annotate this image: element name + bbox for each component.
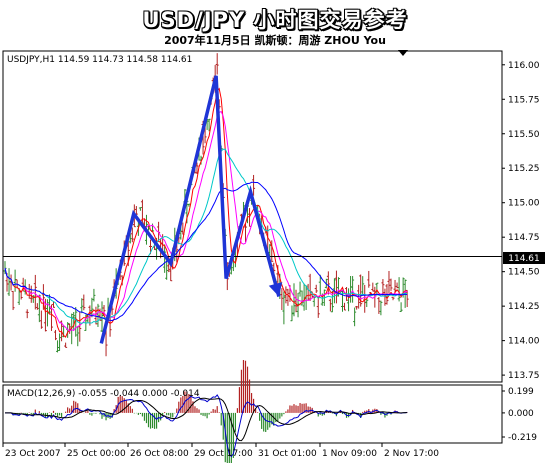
y-tick-label: 114.75 <box>508 233 540 243</box>
macd-histogram <box>12 360 408 463</box>
chart-subtitle: 2007年11月5日 凯斯顿：周游 ZHOU You <box>164 34 386 47</box>
macd-tick-label: 0.199 <box>508 387 534 397</box>
y-tick-label: 116.00 <box>508 61 540 71</box>
macd-tick-label: 0.000 <box>508 409 534 419</box>
x-tick-label: 23 Oct 2007 <box>5 449 61 459</box>
macd-line <box>5 394 408 458</box>
price-axis: 116.00 115.75 115.50 115.25 115.00 114.75 114.… <box>502 61 540 381</box>
moving-average-line <box>4 181 408 322</box>
y-tick-label: 114.25 <box>508 302 540 312</box>
macd-axis: 0.199 0.000 -0.219 <box>502 387 537 443</box>
y-tick-label: 115.25 <box>508 164 540 174</box>
moving-average-line <box>4 110 408 332</box>
trend-arrow-path <box>99 75 281 344</box>
x-tick-label: 25 Oct 00:00 <box>67 449 126 459</box>
y-tick-label: 115.00 <box>508 199 540 209</box>
y-tick-label: 113.75 <box>508 371 540 381</box>
price-panel <box>2 50 503 383</box>
price-bars <box>3 53 409 357</box>
x-tick-label: 29 Oct 17:00 <box>194 449 253 459</box>
y-tick-label: 114.50 <box>508 268 540 278</box>
macd-tick-label: -0.219 <box>508 433 537 443</box>
x-tick-label: 1 Nov 09:00 <box>322 449 377 459</box>
signal-line <box>5 397 408 442</box>
x-tick-label: 31 Oct 01:00 <box>258 449 317 459</box>
chart-title: USD/JPY 小时图交易参考 <box>142 8 408 32</box>
x-tick-label: 26 Oct 08:00 <box>130 449 189 459</box>
macd-lines <box>5 394 408 458</box>
trend-arrow-head <box>268 282 283 297</box>
macd-label: MACD(12,26,9) -0.055 -0.044 0.000 -0.014 <box>7 389 200 399</box>
time-axis: 23 Oct 2007 25 Oct 00:00 26 Oct 08:00 29 Oc… <box>2 443 439 459</box>
y-tick-label: 115.50 <box>508 130 540 140</box>
x-tick-label: 2 Nov 17:00 <box>384 449 439 459</box>
current-price-label: 114.61 <box>508 254 540 264</box>
moving-average-line <box>4 148 408 324</box>
trend-arrow <box>99 75 283 344</box>
y-tick-label: 115.75 <box>508 95 540 105</box>
current-price-tag: 114.61 <box>503 252 545 264</box>
symbol-line: USDJPY,H1 114.59 114.73 114.58 114.61 <box>7 55 192 65</box>
y-tick-label: 114.00 <box>508 337 540 347</box>
macd-panel <box>2 384 503 444</box>
moving-averages <box>4 87 408 338</box>
